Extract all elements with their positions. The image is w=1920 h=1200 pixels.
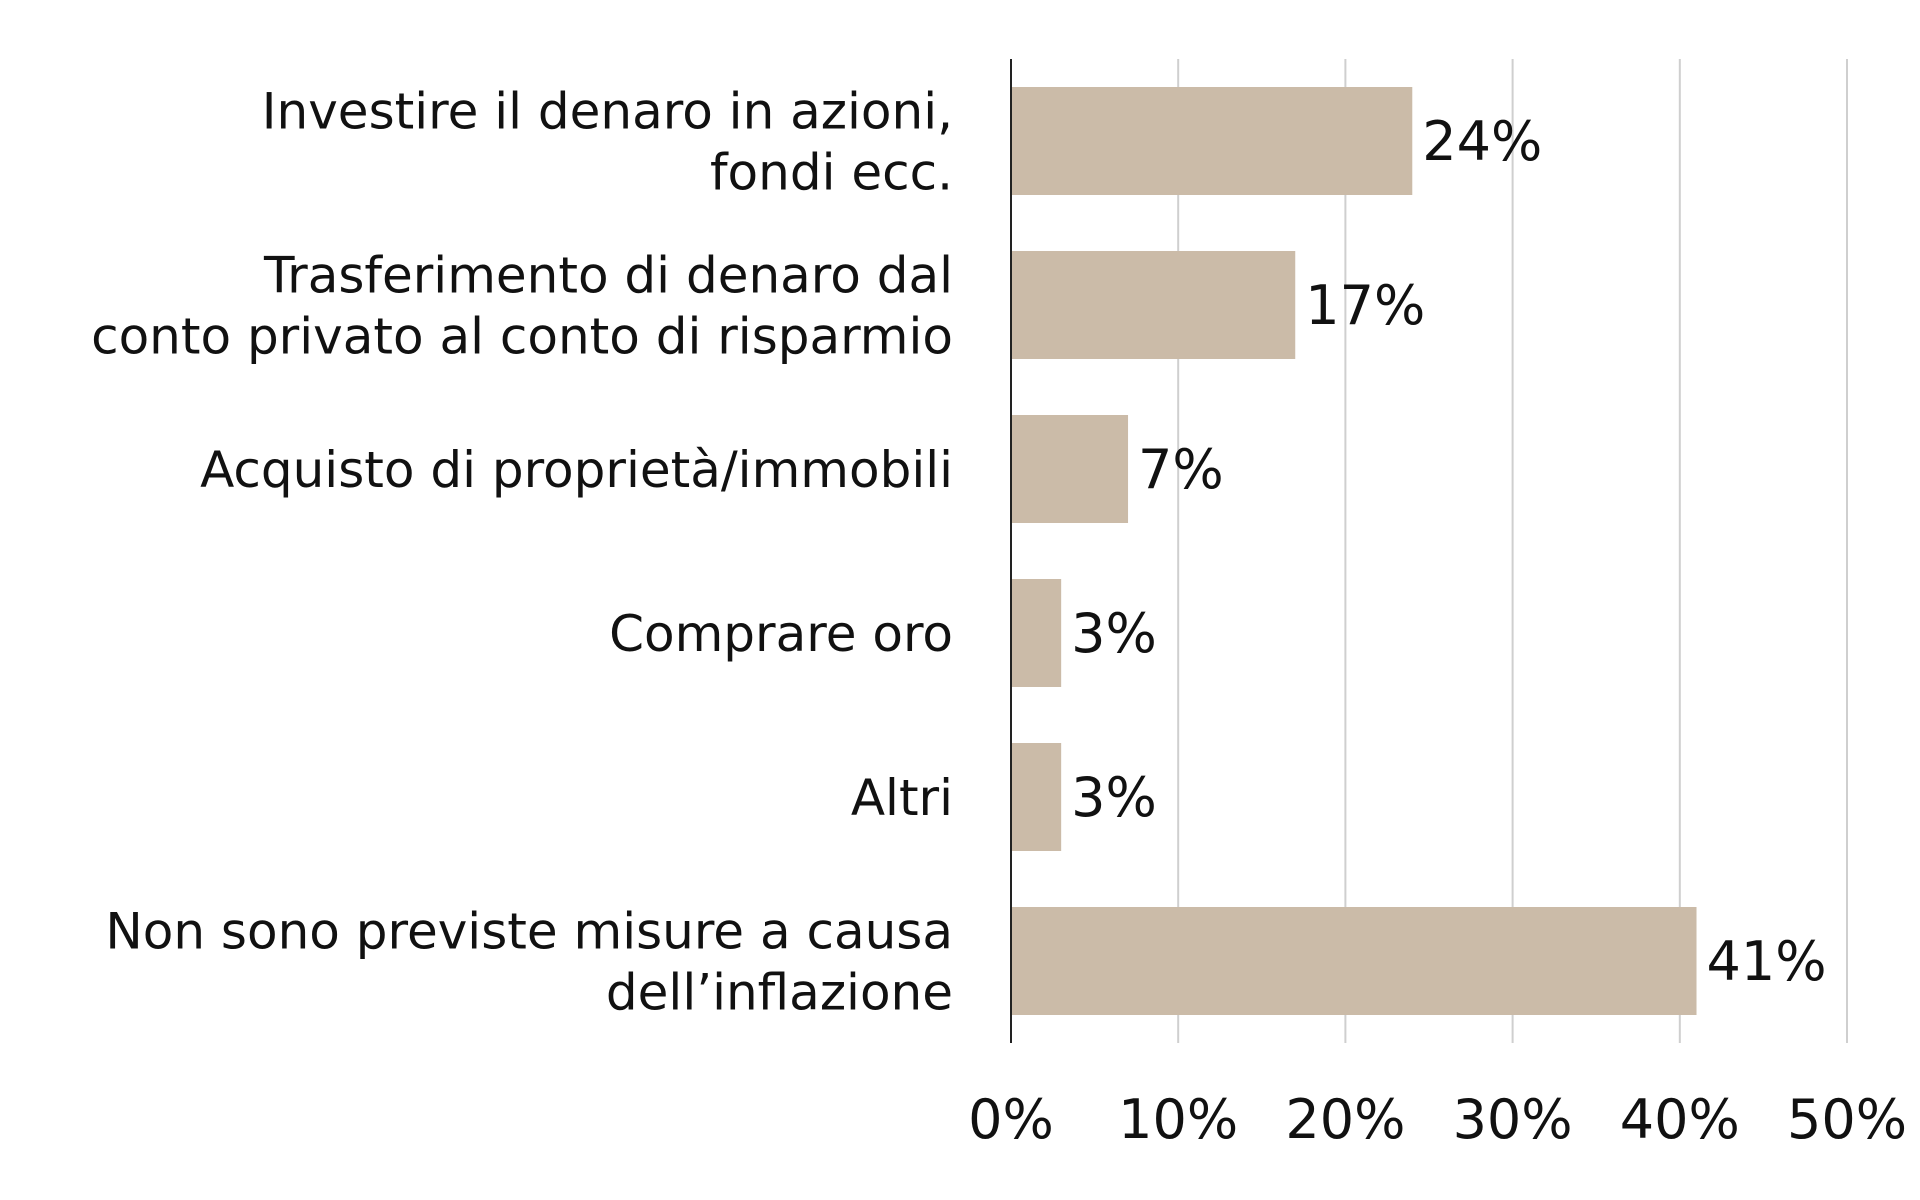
x-tick-label: 20% (1285, 1088, 1405, 1151)
category-label: Acquisto di proprietà/immobili (200, 441, 953, 499)
bar (1011, 907, 1697, 1015)
x-tick-labels: 0% 10% 20% 30% 40% 50% (968, 1088, 1907, 1151)
data-label: 7% (1138, 438, 1224, 501)
x-tick-label: 40% (1620, 1088, 1740, 1151)
bar (1011, 87, 1413, 195)
gridlines (1177, 59, 1848, 1043)
data-label: 24% (1422, 110, 1542, 173)
category-label: dell’inflazione (606, 964, 953, 1022)
data-label: 17% (1305, 274, 1425, 337)
value-labels: 24% 17% 7% 3% 3% 41% (1071, 110, 1826, 993)
category-label: conto privato al conto di risparmio (91, 308, 953, 366)
x-tick-label: 0% (968, 1088, 1054, 1151)
data-label: 3% (1071, 602, 1157, 665)
bar (1011, 743, 1062, 851)
category-label: fondi ecc. (710, 144, 953, 202)
category-label: Comprare oro (609, 605, 953, 663)
bar (1011, 251, 1296, 359)
bar (1011, 415, 1129, 523)
data-label: 3% (1071, 766, 1157, 829)
x-tick-label: 50% (1787, 1088, 1907, 1151)
category-label: Investire il denaro in azioni, (262, 83, 953, 141)
x-tick-label: 10% (1118, 1088, 1238, 1151)
data-label: 41% (1707, 930, 1827, 993)
bars (1011, 87, 1697, 1015)
category-label: Trasferimento di denaro dal (263, 247, 953, 305)
bar (1011, 579, 1062, 687)
category-label: Non sono previste misure a causa (105, 903, 953, 961)
category-label: Altri (851, 769, 953, 827)
category-labels: Investire il denaro in azioni,fondi ecc.… (91, 83, 953, 1022)
x-tick-label: 30% (1453, 1088, 1573, 1151)
